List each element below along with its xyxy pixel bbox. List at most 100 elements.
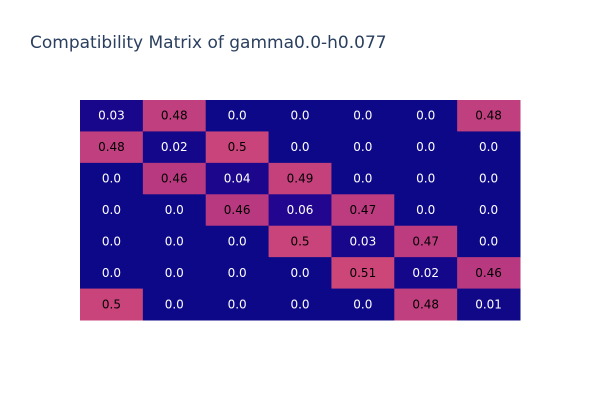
heatmap-cell-r3-c2 — [205, 194, 270, 227]
cell-label-r1-c3: 0.0 — [290, 140, 309, 154]
cell-label-r0-c1: 0.48 — [161, 109, 188, 123]
heatmap-cell-r0-c2 — [205, 100, 270, 132]
heatmap-cell-r6-c0 — [80, 288, 144, 321]
cell-label-r2-c0: 0.0 — [102, 172, 121, 186]
heatmap-cell-r1-c4 — [331, 131, 395, 164]
heatmap-cell-r3-c4 — [331, 194, 395, 227]
cell-label-r4-c6: 0.0 — [479, 234, 498, 248]
heatmap-cell-r5-c2 — [205, 257, 270, 290]
cell-label-r0-c2: 0.0 — [228, 109, 247, 123]
cell-label-r6-c4: 0.0 — [353, 297, 372, 311]
cell-label-r5-c0: 0.0 — [102, 266, 121, 280]
heatmap-cell-r2-c1 — [142, 162, 207, 195]
cell-label-r0-c4: 0.0 — [353, 109, 372, 123]
cell-label-r2-c4: 0.0 — [353, 172, 372, 186]
heatmap-cell-r1-c5 — [394, 131, 458, 164]
cell-label-r1-c0: 0.48 — [98, 140, 125, 154]
cell-label-r2-c1: 0.46 — [161, 172, 188, 186]
cell-label-r3-c0: 0.0 — [102, 203, 121, 217]
cell-label-r4-c4: 0.03 — [349, 234, 376, 248]
heatmap-cell-r4-c0 — [80, 225, 144, 258]
chart-title: Compatibility Matrix of gamma0.0-h0.077 — [30, 33, 387, 53]
cell-label-r3-c2: 0.46 — [224, 203, 251, 217]
heatmap-cell-r1-c3 — [268, 131, 332, 164]
cell-label-r0-c5: 0.0 — [416, 109, 435, 123]
cell-label-r3-c3: 0.06 — [287, 203, 314, 217]
heatmap-cell-r5-c0 — [80, 257, 144, 290]
cell-label-r1-c5: 0.0 — [416, 140, 435, 154]
cell-label-r5-c2: 0.0 — [228, 266, 247, 280]
cell-label-r2-c5: 0.0 — [416, 172, 435, 186]
cell-label-r2-c6: 0.0 — [479, 172, 498, 186]
heatmap-cell-r0-c6 — [457, 100, 521, 132]
heatmap-cell-r5-c1 — [142, 257, 207, 290]
heatmap-cell-r4-c5 — [394, 225, 458, 258]
heatmap-cell-r6-c5 — [394, 288, 458, 321]
cell-label-r3-c5: 0.0 — [416, 203, 435, 217]
heatmap-cell-r3-c1 — [142, 194, 207, 227]
cell-label-r6-c0: 0.5 — [102, 297, 121, 311]
cell-label-r1-c1: 0.02 — [161, 140, 188, 154]
heatmap-cell-r2-c5 — [394, 162, 458, 195]
cell-label-r0-c6: 0.48 — [475, 109, 502, 123]
heatmap-cell-r0-c1 — [142, 100, 207, 132]
cell-label-r0-c0: 0.03 — [98, 109, 125, 123]
cell-label-r1-c2: 0.5 — [228, 140, 247, 154]
cell-label-r6-c5: 0.48 — [412, 297, 439, 311]
heatmap-cell-r6-c4 — [331, 288, 395, 321]
cell-label-r4-c2: 0.0 — [228, 234, 247, 248]
cell-label-r5-c5: 0.02 — [412, 266, 439, 280]
heatmap-cell-r2-c0 — [80, 162, 144, 195]
heatmap-cell-r2-c6 — [457, 162, 521, 195]
heatmap-cell-r2-c3 — [268, 162, 332, 195]
heatmap-cell-r3-c5 — [394, 194, 458, 227]
cell-label-r4-c0: 0.0 — [102, 234, 121, 248]
heatmap-cell-r5-c3 — [268, 257, 332, 290]
cell-label-r1-c6: 0.0 — [479, 140, 498, 154]
cell-label-r3-c6: 0.0 — [479, 203, 498, 217]
cell-label-r3-c4: 0.47 — [349, 203, 376, 217]
heatmap-cell-r2-c2 — [205, 162, 270, 195]
heatmap-cell-r6-c6 — [457, 288, 521, 321]
cell-label-r5-c3: 0.0 — [290, 266, 309, 280]
cell-label-r4-c1: 0.0 — [165, 234, 184, 248]
cell-label-r6-c1: 0.0 — [165, 297, 184, 311]
heatmap-cell-r0-c3 — [268, 100, 332, 132]
heatmap-cell-r0-c0 — [80, 100, 144, 132]
heatmap-cell-r1-c6 — [457, 131, 521, 164]
heatmap-cell-r6-c3 — [268, 288, 332, 321]
heatmap-cell-r0-c5 — [394, 100, 458, 132]
cell-label-r6-c3: 0.0 — [290, 297, 309, 311]
cell-label-r0-c3: 0.0 — [290, 109, 309, 123]
cell-label-r4-c3: 0.5 — [290, 234, 309, 248]
cell-label-r2-c2: 0.04 — [224, 172, 251, 186]
heatmap-cell-r3-c3 — [268, 194, 332, 227]
heatmap-cell-r5-c6 — [457, 257, 521, 290]
heatmap-cell-r6-c1 — [142, 288, 207, 321]
cell-label-r6-c2: 0.0 — [228, 297, 247, 311]
heatmap-cell-r4-c1 — [142, 225, 207, 258]
heatmap-cell-r4-c6 — [457, 225, 521, 258]
heatmap-cell-r6-c2 — [205, 288, 270, 321]
heatmap-cell-r4-c4 — [331, 225, 395, 258]
heatmap-cell-r2-c4 — [331, 162, 395, 195]
cell-label-r5-c1: 0.0 — [165, 266, 184, 280]
cell-label-r6-c6: 0.01 — [475, 297, 502, 311]
cell-label-r2-c3: 0.49 — [287, 172, 314, 186]
cell-label-r5-c4: 0.51 — [349, 266, 376, 280]
heatmap-cell-r5-c5 — [394, 257, 458, 290]
heatmap-cell-r4-c3 — [268, 225, 332, 258]
heatmap-cell-r3-c6 — [457, 194, 521, 227]
cell-label-r4-c5: 0.47 — [412, 234, 439, 248]
heatmap-cell-r0-c4 — [331, 100, 395, 132]
heatmap-cell-r1-c0 — [80, 131, 144, 164]
heatmap-cell-r4-c2 — [205, 225, 270, 258]
heatmap-cell-r1-c2 — [205, 131, 270, 164]
heatmap-cell-r5-c4 — [331, 257, 395, 290]
heatmap-cell-r3-c0 — [80, 194, 144, 227]
cell-label-r3-c1: 0.0 — [165, 203, 184, 217]
heatmap-cell-r1-c1 — [142, 131, 207, 164]
cell-label-r5-c6: 0.46 — [475, 266, 502, 280]
